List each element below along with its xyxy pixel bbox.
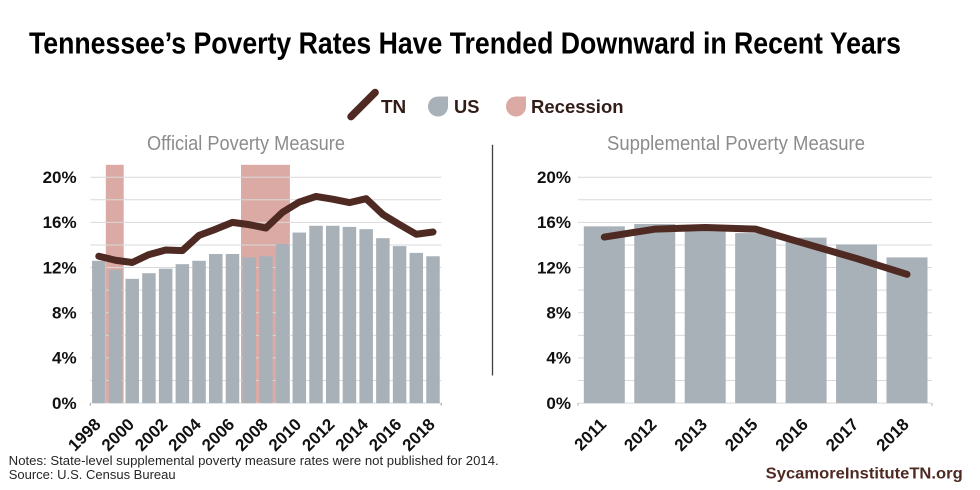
svg-text:16%: 16% <box>537 213 571 232</box>
svg-text:SycamoreInstituteTN.org: SycamoreInstituteTN.org <box>766 466 963 483</box>
svg-text:16%: 16% <box>43 213 77 232</box>
svg-text:TN: TN <box>381 96 406 117</box>
svg-text:12%: 12% <box>537 258 571 277</box>
svg-text:4%: 4% <box>52 349 77 368</box>
svg-text:12%: 12% <box>43 258 77 277</box>
svg-text:0%: 0% <box>52 394 77 413</box>
svg-text:Official Poverty Measure: Official Poverty Measure <box>147 133 345 155</box>
svg-text:US: US <box>454 96 479 117</box>
svg-text:20%: 20% <box>43 168 77 187</box>
svg-text:Notes: State-level supplementa: Notes: State-level supplemental poverty … <box>9 453 499 468</box>
svg-text:Supplemental Poverty Measure: Supplemental Poverty Measure <box>607 133 865 155</box>
svg-text:Source: U.S. Census Bureau: Source: U.S. Census Bureau <box>9 467 176 482</box>
svg-text:20%: 20% <box>537 168 571 187</box>
svg-text:Tennessee’s Poverty Rates Have: Tennessee’s Poverty Rates Have Trended D… <box>29 27 901 61</box>
svg-text:4%: 4% <box>546 349 571 368</box>
svg-text:Recession: Recession <box>531 96 624 117</box>
svg-text:8%: 8% <box>546 303 571 322</box>
svg-text:8%: 8% <box>52 303 77 322</box>
svg-text:0%: 0% <box>546 394 571 413</box>
